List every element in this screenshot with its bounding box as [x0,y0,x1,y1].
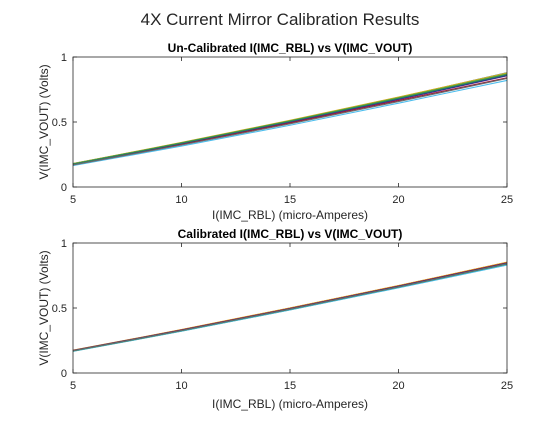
x-tick-label: 10 [175,194,187,206]
y-tick-label: 0 [61,368,67,380]
x-axis-label: I(IMC_RBL) (micro-Amperes) [212,397,368,411]
x-tick-label: 25 [501,380,513,392]
x-tick-label: 25 [501,194,513,206]
x-tick-label: 5 [70,380,76,392]
ticks-group: 5 10 15 20 25 0 0.5 1 [52,52,513,206]
series-line [73,262,507,350]
ticks-group: 5 10 15 20 25 0 0.5 1 [52,238,513,392]
x-tick-label: 20 [392,380,404,392]
x-tick-label: 15 [284,380,296,392]
axes-title: Un-Calibrated I(IMC_RBL) vs V(IMC_VOUT) [168,41,413,55]
series-line [73,73,507,164]
axes-uncalibrated: Un-Calibrated I(IMC_RBL) vs V(IMC_VOUT) … [37,41,513,222]
y-tick-label: 0 [61,182,67,194]
y-tick-label: 0.5 [52,303,67,315]
x-tick-label: 10 [175,380,187,392]
axes-title: Calibrated I(IMC_RBL) vs V(IMC_VOUT) [178,227,403,241]
x-tick-label: 20 [392,194,404,206]
series-line [73,262,507,350]
figure-title: 4X Current Mirror Calibration Results [141,10,420,29]
axes-calibrated: Calibrated I(IMC_RBL) vs V(IMC_VOUT) I(I… [37,227,513,411]
series-group [73,262,507,351]
y-tick-label: 1 [61,52,67,64]
x-tick-label: 15 [284,194,296,206]
x-tick-label: 5 [70,194,76,206]
y-tick-label: 1 [61,238,67,250]
series-line [73,73,507,164]
x-axis-label: I(IMC_RBL) (micro-Amperes) [212,208,368,222]
series-group [73,73,507,166]
y-axis-label: V(IMC_VOUT) (Volts) [37,64,51,179]
y-tick-label: 0.5 [52,117,67,129]
y-axis-label: V(IMC_VOUT) (Volts) [37,250,51,365]
